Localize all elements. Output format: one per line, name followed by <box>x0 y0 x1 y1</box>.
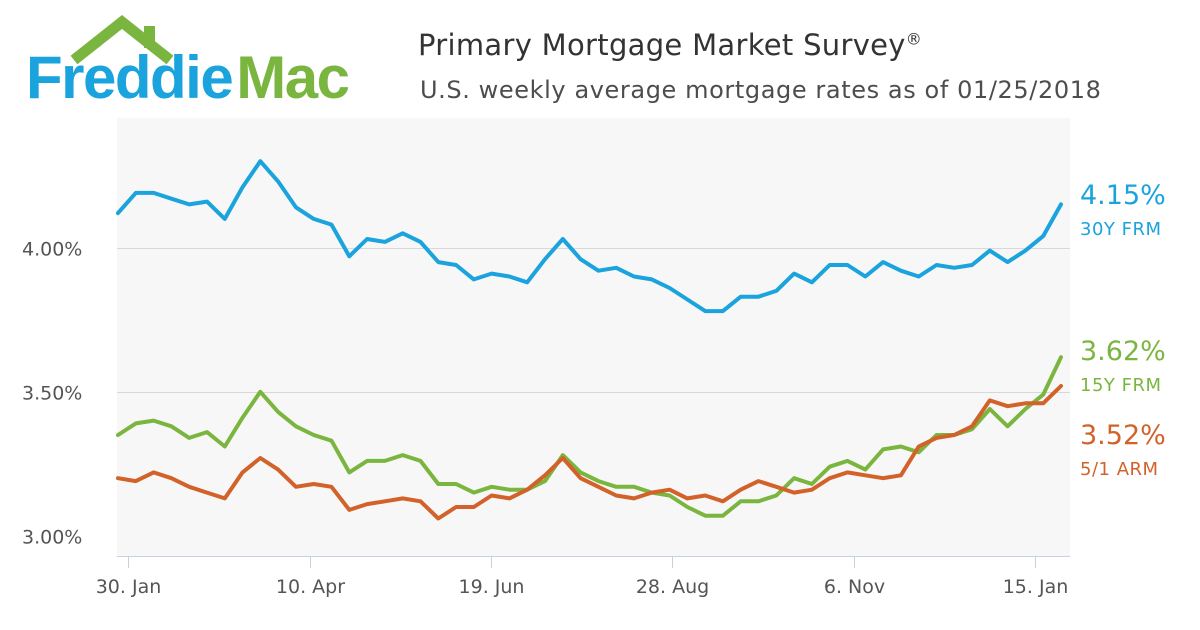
x-tick-label: 30. Jan <box>96 576 162 598</box>
end-label-30y: 30Y FRM <box>1080 219 1162 240</box>
logo-chimney-icon <box>144 26 155 48</box>
y-tick-label: 3.00% <box>22 527 82 549</box>
gridlines <box>117 248 1070 393</box>
plot-background <box>117 118 1070 556</box>
series-lines <box>116 159 1063 521</box>
x-tick-label: 19. Jun <box>459 576 525 598</box>
y-tick-label: 3.50% <box>22 383 82 405</box>
logo-mac: Mac <box>236 44 348 106</box>
end-value-15y: 3.62% <box>1080 336 1166 367</box>
series-line-5-1-arm <box>116 384 1063 521</box>
x-tick-label: 10. Apr <box>276 576 345 598</box>
x-tick-label: 6. Nov <box>824 576 885 598</box>
y-tick-label: 4.00% <box>22 239 82 261</box>
x-axis-ticks: 30. Jan 10. Apr 19. Jun 28. Aug 6. Nov 15. Ja… <box>96 556 1069 598</box>
x-tick-label: 28. Aug <box>636 576 709 598</box>
end-label-arm: 5/1 ARM <box>1080 459 1159 480</box>
freddie-mac-logo: FreddieMac <box>26 14 350 106</box>
series-line-30y-frm <box>116 159 1063 314</box>
logo-wordmark: FreddieMac <box>26 44 349 106</box>
end-value-30y: 4.15% <box>1080 180 1166 211</box>
page-title: Primary Mortgage Market Survey® <box>418 28 922 62</box>
title-text: Primary Mortgage Market Survey <box>418 28 906 62</box>
end-label-15y: 15Y FRM <box>1080 375 1162 396</box>
page-subtitle: U.S. weekly average mortgage rates as of… <box>420 76 1102 104</box>
series-line-15y-frm <box>116 355 1063 518</box>
x-tick-label: 15. Jan <box>1003 576 1069 598</box>
registered-mark: ® <box>905 29 923 49</box>
logo-freddie: Freddie <box>26 44 232 106</box>
end-value-arm: 3.52% <box>1080 420 1166 451</box>
y-axis-ticks: 3.00% 3.50% 4.00% <box>22 239 82 549</box>
